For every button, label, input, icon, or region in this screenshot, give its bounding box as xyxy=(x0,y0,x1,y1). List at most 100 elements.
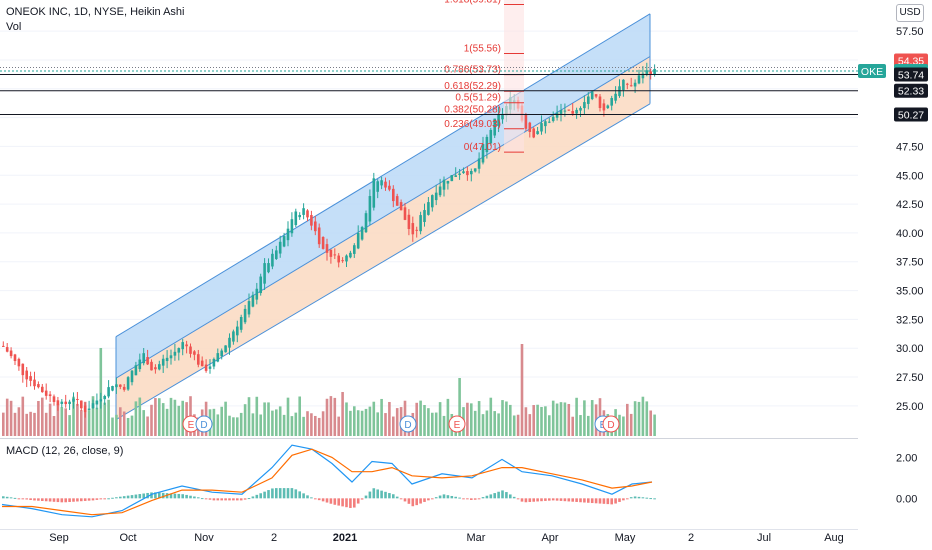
macd-histogram-bar xyxy=(368,491,372,499)
macd-histogram-bar xyxy=(52,498,56,502)
candle-body xyxy=(25,370,28,380)
volume-bar xyxy=(555,403,559,436)
volume-bar xyxy=(48,403,52,436)
candle-body xyxy=(72,398,75,402)
macd-histogram-bar xyxy=(25,498,28,500)
candle-body xyxy=(411,223,415,235)
macd-histogram-bar xyxy=(614,498,617,504)
candle-body xyxy=(575,109,578,114)
macd-histogram-bar xyxy=(349,498,352,508)
candle-body xyxy=(368,196,372,222)
candle-body xyxy=(80,400,83,409)
volume-bar xyxy=(259,414,262,436)
macd-histogram-bar xyxy=(56,498,60,503)
macd-histogram-bar xyxy=(99,498,103,500)
candle-body xyxy=(333,254,337,256)
macd-histogram-bar xyxy=(91,498,95,501)
macd-histogram-bar xyxy=(197,497,200,499)
volume-bar xyxy=(91,396,95,436)
macd-histogram-bar xyxy=(458,497,461,499)
macd-histogram-bar xyxy=(224,498,227,501)
macd-histogram-bar xyxy=(337,498,340,506)
event-marker xyxy=(195,415,213,433)
fib-level-label: 0.236(49.03) xyxy=(444,119,501,130)
macd-histogram-bar xyxy=(142,493,145,499)
symbol-label: OKE xyxy=(861,66,883,78)
candle-body xyxy=(9,350,13,357)
macd-histogram-bar xyxy=(76,498,79,502)
candle-body xyxy=(44,390,48,396)
volume-bar xyxy=(575,397,578,436)
candle-body xyxy=(134,365,138,376)
volume-bar xyxy=(243,404,247,436)
candle-body xyxy=(161,358,165,366)
macd-histogram-bar xyxy=(138,494,142,499)
fib-level-label: 1(55.56) xyxy=(464,44,501,55)
volume-bar xyxy=(590,400,594,436)
candle-body xyxy=(462,171,465,174)
y-tick-label: 25.00 xyxy=(896,401,924,413)
candle-body xyxy=(454,175,457,177)
volume-bar xyxy=(95,407,99,436)
macd-histogram-bar xyxy=(598,498,602,504)
volume-bar xyxy=(271,410,274,436)
candle-body xyxy=(384,181,387,188)
volume-bar xyxy=(275,409,278,436)
volume-bar xyxy=(56,403,60,436)
candle-body xyxy=(306,210,309,218)
volume-bar xyxy=(310,413,313,436)
candle-body xyxy=(356,232,360,249)
candle-body xyxy=(251,294,255,307)
macd-histogram-bar xyxy=(356,498,360,504)
candle-body xyxy=(224,345,227,353)
candles xyxy=(2,62,656,418)
event-marker-label: D xyxy=(404,420,411,431)
macd-histogram-bar xyxy=(103,498,106,500)
volume-bar xyxy=(154,398,157,436)
volume-legend: Vol xyxy=(6,21,22,33)
volume-bar xyxy=(544,406,547,436)
volume-bar xyxy=(559,402,563,436)
macd-histogram-bar xyxy=(353,498,356,508)
candle-body xyxy=(13,354,17,362)
macd-histogram-bar xyxy=(2,496,5,499)
macd-histogram-bar xyxy=(641,497,645,499)
macd-histogram-bar xyxy=(146,492,149,499)
volume-bar xyxy=(41,397,44,436)
candle-body xyxy=(290,219,294,234)
currency-button[interactable]: USD xyxy=(896,4,924,22)
candle-body xyxy=(91,403,95,409)
volume-bar xyxy=(169,397,173,436)
macd-histogram-bar xyxy=(169,493,173,499)
candle-body xyxy=(360,227,364,240)
candle-body xyxy=(325,244,329,253)
candle-body xyxy=(653,68,656,75)
candle-body xyxy=(158,364,161,370)
volume-bar xyxy=(637,401,641,436)
volume-bar xyxy=(302,416,305,436)
fib-level-label: 0.786(53.73) xyxy=(444,65,501,76)
macd-histogram-bar xyxy=(610,498,613,505)
macd-histogram-bar xyxy=(540,498,543,502)
volume-bar xyxy=(107,399,110,436)
volume-bar xyxy=(442,415,446,436)
macd-histogram-bar xyxy=(236,498,239,501)
volume-bar xyxy=(353,406,356,436)
volume-bar xyxy=(255,396,259,436)
candle-body xyxy=(590,91,594,100)
volume-bar xyxy=(473,410,477,436)
candle-body xyxy=(321,236,325,249)
candle-body xyxy=(130,370,134,383)
macd-tick-label: 0.00 xyxy=(896,493,917,505)
volume-bar xyxy=(165,408,169,436)
candle-body xyxy=(395,196,399,206)
volume-bar xyxy=(493,411,496,436)
macd-histogram-bar xyxy=(454,496,457,499)
candle-body xyxy=(497,114,500,126)
macd-histogram-bar xyxy=(122,496,126,499)
volume-bar xyxy=(126,417,130,436)
candle-body xyxy=(107,387,110,397)
candle-body xyxy=(142,353,145,364)
volume-bar xyxy=(341,392,344,436)
macd-histogram-bar xyxy=(470,498,473,500)
